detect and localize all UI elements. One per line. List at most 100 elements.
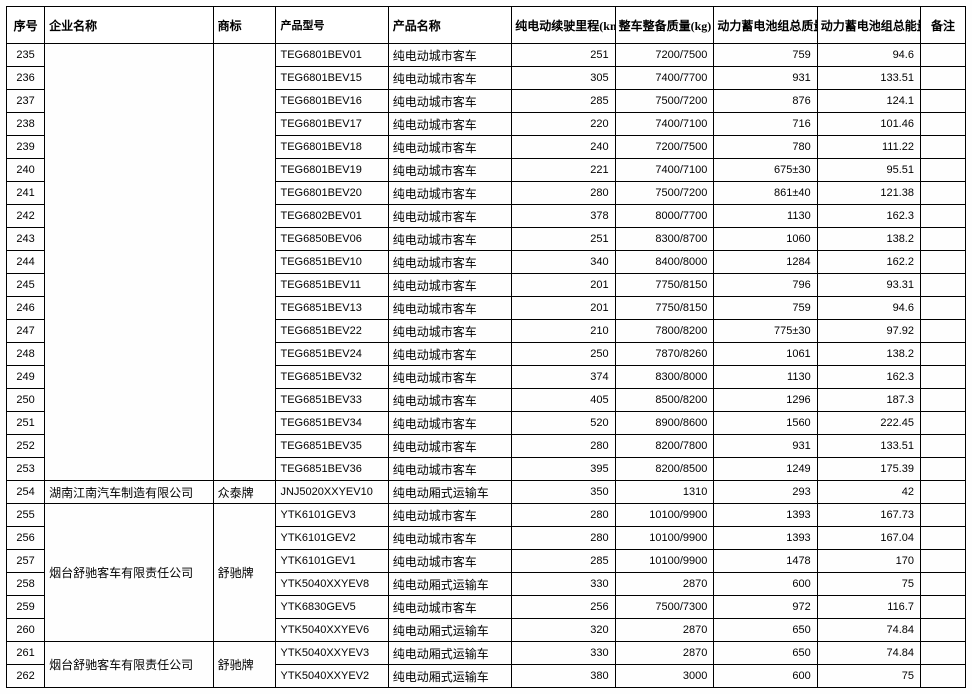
cell-product: 纯电动城市客车 bbox=[388, 113, 512, 136]
cell-batt_mass: 876 bbox=[714, 90, 817, 113]
cell-range: 220 bbox=[512, 113, 615, 136]
cell-range: 395 bbox=[512, 458, 615, 481]
cell-batt_energy: 74.84 bbox=[817, 642, 920, 665]
cell-note bbox=[920, 481, 965, 504]
cell-seq: 236 bbox=[7, 67, 45, 90]
cell-seq: 241 bbox=[7, 182, 45, 205]
cell-seq: 246 bbox=[7, 297, 45, 320]
cell-model: YTK5040XXYEV6 bbox=[276, 619, 388, 642]
cell-seq: 249 bbox=[7, 366, 45, 389]
cell-range: 240 bbox=[512, 136, 615, 159]
cell-seq: 239 bbox=[7, 136, 45, 159]
cell-curb: 7800/8200 bbox=[615, 320, 714, 343]
cell-model: TEG6802BEV01 bbox=[276, 205, 388, 228]
cell-seq: 256 bbox=[7, 527, 45, 550]
cell-model: YTK6101GEV2 bbox=[276, 527, 388, 550]
cell-range: 374 bbox=[512, 366, 615, 389]
cell-product: 纯电动城市客车 bbox=[388, 228, 512, 251]
cell-seq: 250 bbox=[7, 389, 45, 412]
cell-batt_energy: 121.38 bbox=[817, 182, 920, 205]
cell-batt_energy: 75 bbox=[817, 665, 920, 688]
cell-seq: 238 bbox=[7, 113, 45, 136]
cell-curb: 8500/8200 bbox=[615, 389, 714, 412]
cell-product: 纯电动城市客车 bbox=[388, 274, 512, 297]
cell-range: 221 bbox=[512, 159, 615, 182]
cell-brand: 舒驰牌 bbox=[213, 504, 276, 642]
cell-batt_mass: 600 bbox=[714, 665, 817, 688]
cell-product: 纯电动城市客车 bbox=[388, 297, 512, 320]
cell-batt_mass: 780 bbox=[714, 136, 817, 159]
cell-curb: 7200/7500 bbox=[615, 44, 714, 67]
cell-model: YTK5040XXYEV8 bbox=[276, 573, 388, 596]
cell-enterprise: 烟台舒驰客车有限责任公司 bbox=[45, 642, 213, 688]
cell-batt_mass: 861±40 bbox=[714, 182, 817, 205]
col-header-enterprise: 企业名称 bbox=[45, 7, 213, 44]
cell-model: TEG6801BEV01 bbox=[276, 44, 388, 67]
cell-note bbox=[920, 458, 965, 481]
cell-note bbox=[920, 366, 965, 389]
col-header-product: 产品名称 bbox=[388, 7, 512, 44]
cell-batt_mass: 759 bbox=[714, 44, 817, 67]
cell-note bbox=[920, 136, 965, 159]
cell-note bbox=[920, 527, 965, 550]
cell-batt_mass: 600 bbox=[714, 573, 817, 596]
cell-curb: 8300/8700 bbox=[615, 228, 714, 251]
cell-enterprise bbox=[45, 44, 213, 481]
cell-batt_mass: 1393 bbox=[714, 504, 817, 527]
cell-seq: 237 bbox=[7, 90, 45, 113]
cell-model: TEG6801BEV20 bbox=[276, 182, 388, 205]
cell-note bbox=[920, 596, 965, 619]
cell-seq: 261 bbox=[7, 642, 45, 665]
cell-range: 201 bbox=[512, 274, 615, 297]
cell-product: 纯电动城市客车 bbox=[388, 412, 512, 435]
cell-note bbox=[920, 90, 965, 113]
cell-product: 纯电动城市客车 bbox=[388, 205, 512, 228]
cell-batt_energy: 167.73 bbox=[817, 504, 920, 527]
table-row: 255烟台舒驰客车有限责任公司舒驰牌YTK6101GEV3纯电动城市客车2801… bbox=[7, 504, 966, 527]
cell-batt_energy: 138.2 bbox=[817, 228, 920, 251]
cell-batt_mass: 931 bbox=[714, 67, 817, 90]
cell-brand bbox=[213, 44, 276, 481]
cell-product: 纯电动城市客车 bbox=[388, 44, 512, 67]
cell-range: 330 bbox=[512, 642, 615, 665]
cell-model: TEG6851BEV13 bbox=[276, 297, 388, 320]
cell-batt_energy: 111.22 bbox=[817, 136, 920, 159]
cell-seq: 240 bbox=[7, 159, 45, 182]
cell-curb: 7750/8150 bbox=[615, 297, 714, 320]
cell-seq: 254 bbox=[7, 481, 45, 504]
col-header-model: 产品型号 bbox=[276, 7, 388, 44]
cell-batt_mass: 759 bbox=[714, 297, 817, 320]
cell-batt_energy: 187.3 bbox=[817, 389, 920, 412]
col-header-note: 备注 bbox=[920, 7, 965, 44]
cell-range: 280 bbox=[512, 435, 615, 458]
cell-model: TEG6851BEV11 bbox=[276, 274, 388, 297]
cell-batt_mass: 716 bbox=[714, 113, 817, 136]
table-header: 序号企业名称商标产品型号产品名称纯电动续驶里程(km)整车整备质量(kg)动力蓄… bbox=[7, 7, 966, 44]
cell-product: 纯电动城市客车 bbox=[388, 389, 512, 412]
col-header-range: 纯电动续驶里程(km) bbox=[512, 7, 615, 44]
cell-batt_mass: 1060 bbox=[714, 228, 817, 251]
cell-model: YTK5040XXYEV3 bbox=[276, 642, 388, 665]
cell-model: TEG6801BEV17 bbox=[276, 113, 388, 136]
cell-batt_energy: 222.45 bbox=[817, 412, 920, 435]
cell-batt_energy: 116.7 bbox=[817, 596, 920, 619]
cell-seq: 245 bbox=[7, 274, 45, 297]
cell-product: 纯电动城市客车 bbox=[388, 251, 512, 274]
col-header-batt_energy: 动力蓄电池组总能量(kWh) bbox=[817, 7, 920, 44]
cell-seq: 242 bbox=[7, 205, 45, 228]
cell-product: 纯电动厢式运输车 bbox=[388, 573, 512, 596]
cell-batt_energy: 94.6 bbox=[817, 44, 920, 67]
cell-curb: 8400/8000 bbox=[615, 251, 714, 274]
cell-product: 纯电动城市客车 bbox=[388, 596, 512, 619]
cell-range: 280 bbox=[512, 182, 615, 205]
cell-batt_mass: 293 bbox=[714, 481, 817, 504]
cell-batt_mass: 796 bbox=[714, 274, 817, 297]
cell-note bbox=[920, 251, 965, 274]
cell-batt_mass: 1130 bbox=[714, 366, 817, 389]
cell-batt_mass: 931 bbox=[714, 435, 817, 458]
cell-product: 纯电动城市客车 bbox=[388, 159, 512, 182]
cell-model: TEG6801BEV19 bbox=[276, 159, 388, 182]
cell-note bbox=[920, 435, 965, 458]
col-header-seq: 序号 bbox=[7, 7, 45, 44]
cell-seq: 262 bbox=[7, 665, 45, 688]
